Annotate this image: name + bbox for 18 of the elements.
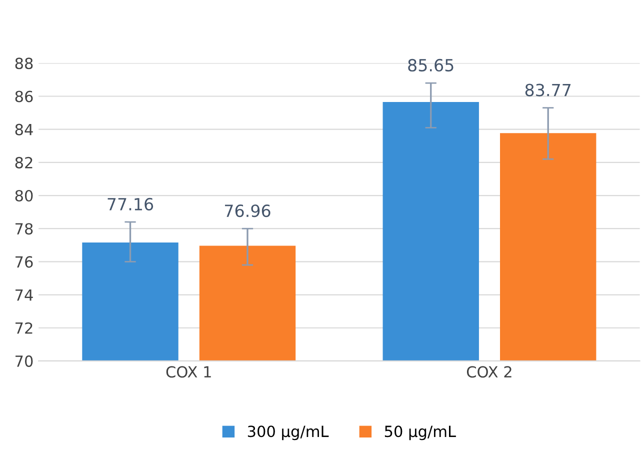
y-tick-label: 86 [15, 90, 33, 102]
y-tick-label: 84 [15, 124, 33, 136]
y-tick-label: 76 [16, 256, 33, 268]
data-label: 76.96 [225, 204, 270, 218]
legend-label: 300 µg/mL [248, 426, 329, 440]
data-label: 85.65 [408, 58, 454, 72]
data-label: 83.77 [525, 84, 571, 96]
legend-label: 50 µg/mL [384, 426, 456, 440]
data-label: 77.16 [108, 198, 154, 210]
y-tick-label: 74 [16, 289, 33, 301]
x-tick-label: COX 2 [466, 366, 512, 378]
y-tick-label: 80 [15, 190, 33, 202]
y-tick-label: 70 [16, 355, 33, 367]
x-tick-label: COX 1 [166, 366, 211, 378]
y-tick-label: 72 [16, 322, 32, 334]
y-tick-label: 78 [16, 223, 33, 235]
y-tick-label: 82 [15, 156, 32, 168]
y-tick-label: 88 [15, 58, 33, 70]
